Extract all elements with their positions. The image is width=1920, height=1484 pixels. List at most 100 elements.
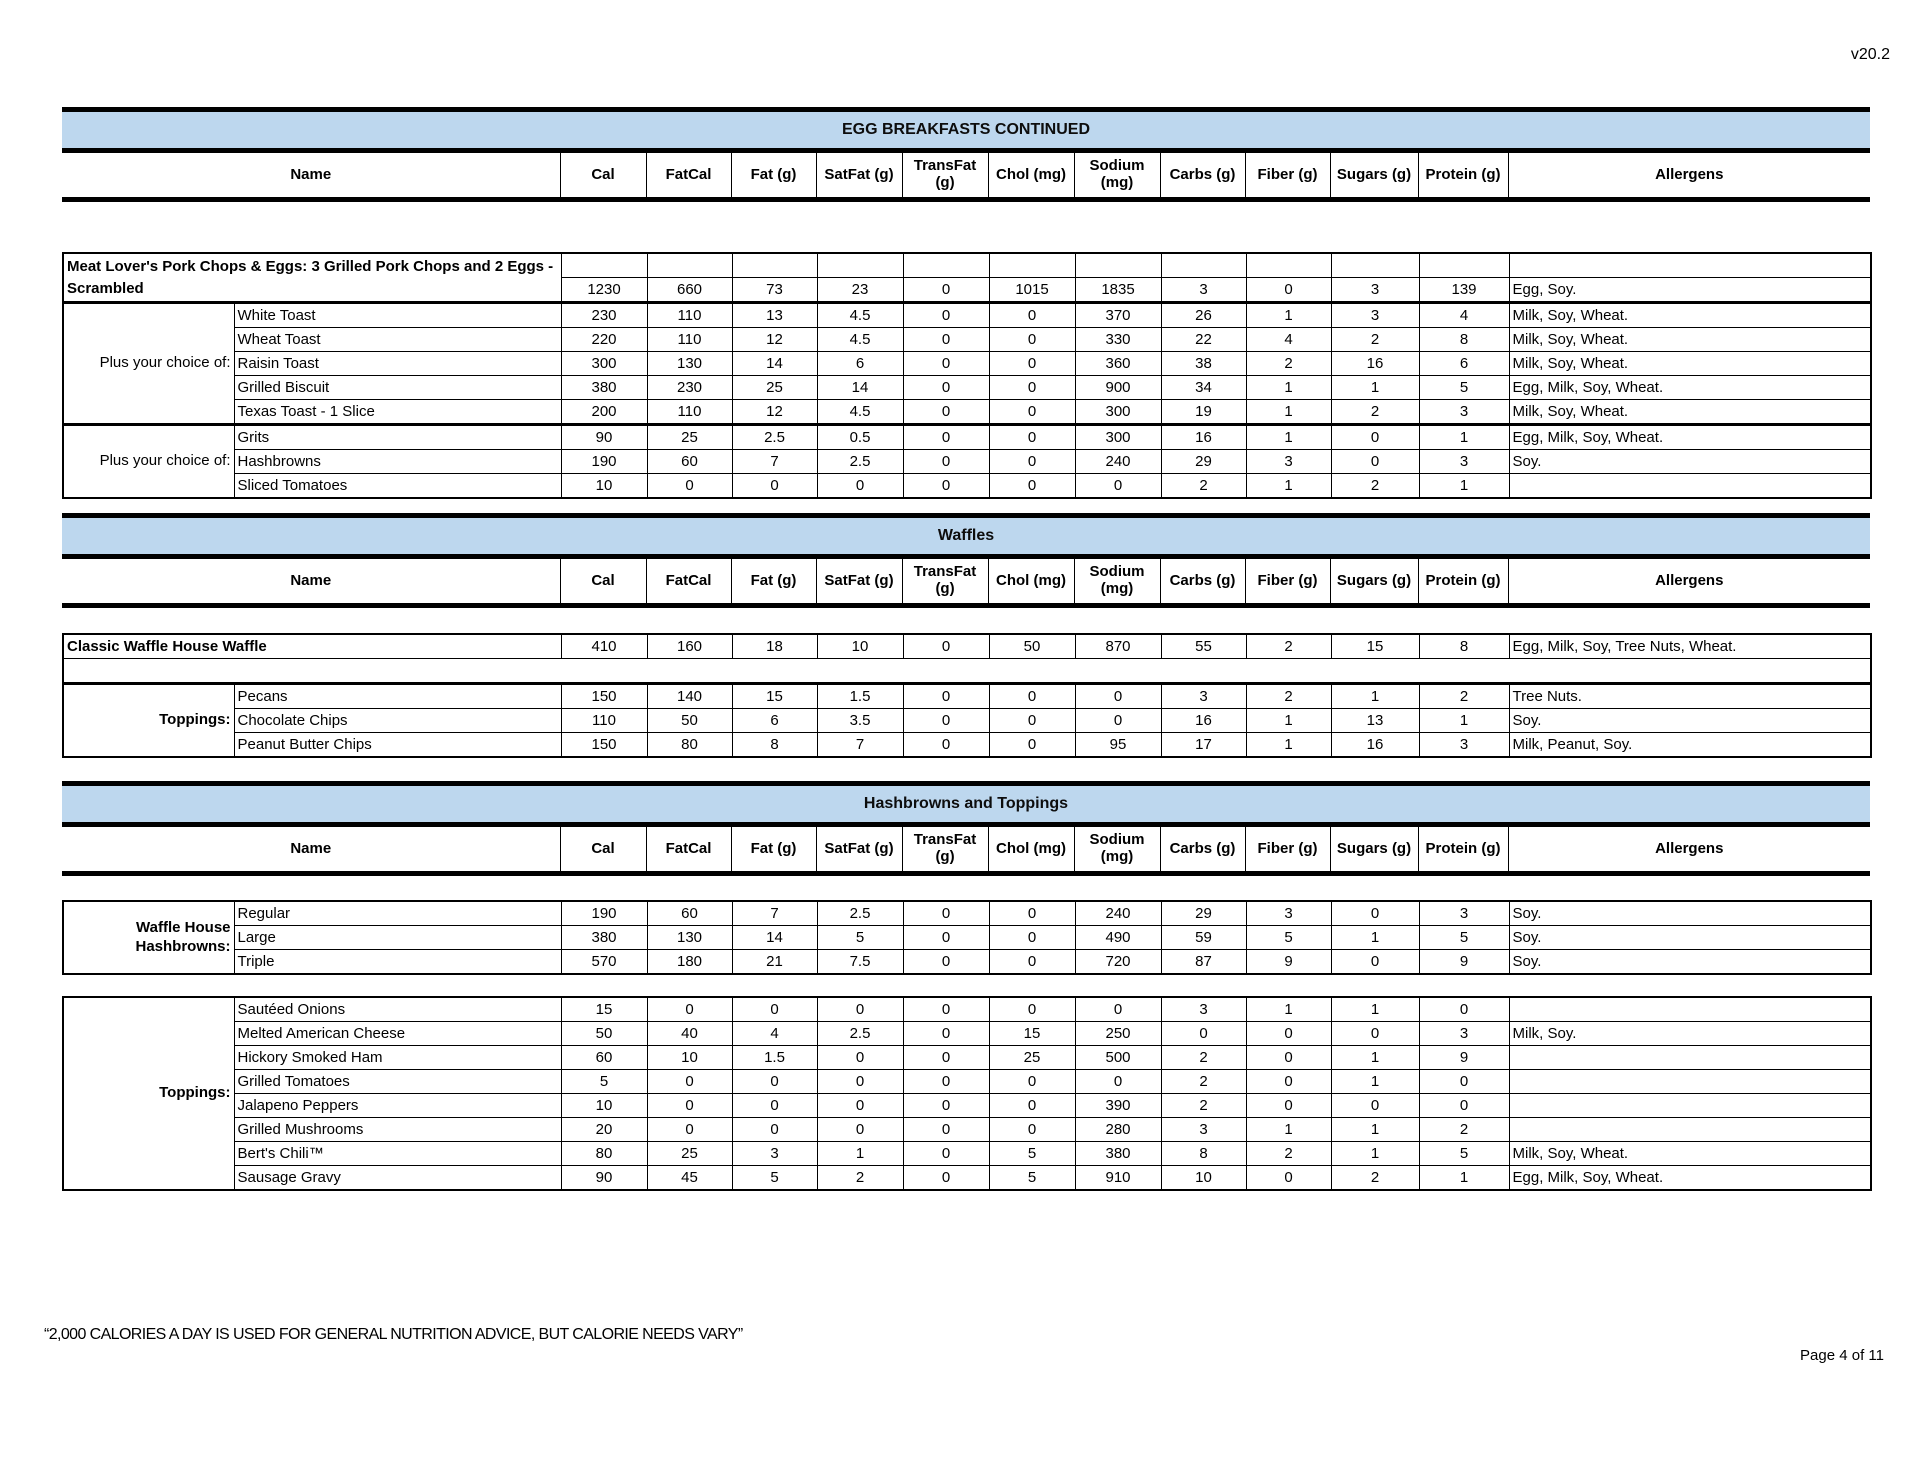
- column-header-protein: Protein (g): [1417, 152, 1509, 200]
- column-header-transfat: TransFat (g): [901, 152, 989, 200]
- nutrient-value-cell-fatcal: 25: [646, 1141, 733, 1166]
- nutrient-value-cell-fiber: 2: [1245, 351, 1332, 376]
- nutrient-value-cell-protein: 0: [1418, 1069, 1510, 1094]
- table-row: Grilled Mushrooms 20 0 0 0 0 0 280 3 1 1 2: [63, 1117, 1872, 1142]
- nutrient-value-cell-chol: 0: [988, 1093, 1076, 1118]
- nutrient-value-cell-fatcal: 110: [646, 301, 733, 328]
- table-row: Classic Waffle House Waffle 410 160 18 10 0 50…: [62, 633, 1872, 659]
- item-name-cell: Sliced Tomatoes: [233, 473, 562, 499]
- allergens-cell: Egg, Milk, Soy, Wheat.: [1508, 423, 1872, 450]
- nutrient-value-cell-satfat: 7.5: [816, 949, 904, 975]
- group-label-cell: Waffle House Hashbrowns:: [62, 900, 235, 975]
- spacer-cell: [62, 658, 1872, 684]
- table-row: Sausage Gravy 90 45 5 2 0 5 910 10 0 2 1 Egg, Milk, …: [63, 1165, 1872, 1191]
- nutrition-table: Waffle House Hashbrowns: Regular 190 60 7 2.5…: [62, 900, 1872, 975]
- table-row: Texas Toast - 1 Slice 200 110 12 4.5 0 0 300 19 1…: [63, 399, 1872, 425]
- nutrient-value-cell-protein: 2: [1418, 1117, 1510, 1142]
- item-name-cell: Classic Waffle House Waffle: [62, 633, 562, 659]
- table-body: Waffle House Hashbrowns: Regular 190 60 7 2.5…: [62, 900, 1872, 975]
- nutrient-value-cell-satfat: 1.5: [816, 682, 904, 709]
- nutrient-value-cell-fatcal: 10: [646, 1045, 733, 1070]
- column-header-fiber: Fiber (g): [1244, 826, 1331, 874]
- section-title-bar: Hashbrowns and Toppings: [62, 781, 1870, 826]
- nutrient-value-cell-satfat: 0: [816, 1117, 904, 1142]
- nutrient-value-cell-carbs: 16: [1160, 423, 1247, 450]
- nutrient-value-cell-chol: 0: [988, 351, 1076, 376]
- nutrient-value-cell-chol: 50: [988, 633, 1076, 659]
- nutrient-value-cell-fatcal: 180: [646, 949, 733, 975]
- nutrient-value-cell-fiber: 2: [1245, 682, 1332, 709]
- nutrient-value-cell-fatcal: 230: [646, 375, 733, 400]
- table-row: Sliced Tomatoes 10 0 0 0 0 0 0 2 1 2 1: [63, 473, 1872, 499]
- nutrient-value-cell-cal: 570: [560, 949, 648, 975]
- nutrient-value-cell-protein: 139: [1418, 277, 1510, 303]
- column-header-chol: Chol (mg): [987, 152, 1075, 200]
- nutrient-value-cell-satfat: 0: [816, 1093, 904, 1118]
- nutrient-value-cell-protein: 3: [1418, 900, 1510, 926]
- nutrient-value-cell-carbs: 2: [1160, 1045, 1247, 1070]
- table-row: Triple 570 180 21 7.5 0 0 720 87 9 0 9 Soy.: [63, 949, 1872, 975]
- nutrient-value-cell-transfat: 0: [902, 301, 990, 328]
- allergens-cell: [1508, 1069, 1872, 1094]
- nutrient-value-cell-chol: 0: [988, 925, 1076, 950]
- nutrition-table: Classic Waffle House Waffle 410 160 18 10 0 50…: [62, 633, 1872, 758]
- nutrient-value-cell-protein: 5: [1418, 375, 1510, 400]
- nutrient-value-cell-carbs: 17: [1160, 732, 1247, 758]
- ghost-cell: [988, 252, 1076, 278]
- nutrient-value-cell-sodium: 330: [1074, 327, 1162, 352]
- nutrient-value-cell-sodium: 380: [1074, 1141, 1162, 1166]
- nutrient-value-cell-protein: 0: [1418, 996, 1510, 1022]
- nutrient-value-cell-sodium: 720: [1074, 949, 1162, 975]
- nutrient-value-cell-cal: 50: [560, 1021, 648, 1046]
- nutrient-value-cell-cal: 380: [560, 375, 648, 400]
- nutrient-value-cell-sugars: 1: [1330, 925, 1420, 950]
- nutrient-value-cell-cal: 90: [560, 1165, 648, 1191]
- nutrient-value-cell-satfat: 4.5: [816, 327, 904, 352]
- nutrient-value-cell-fiber: 0: [1245, 1165, 1332, 1191]
- allergens-cell: Milk, Soy, Wheat.: [1508, 327, 1872, 352]
- nutrient-value-cell-transfat: 0: [902, 375, 990, 400]
- nutrient-value-cell-protein: 5: [1418, 1141, 1510, 1166]
- nutrient-value-cell-carbs: 3: [1160, 1117, 1247, 1142]
- nutrient-value-cell-chol: 0: [988, 375, 1076, 400]
- nutrient-value-cell-sugars: 16: [1330, 351, 1420, 376]
- column-header-cal: Cal: [559, 152, 647, 200]
- nutrient-value-cell-transfat: 0: [902, 1141, 990, 1166]
- nutrient-value-cell-satfat: 2.5: [816, 900, 904, 926]
- nutrient-value-cell-cal: 90: [560, 423, 648, 450]
- nutrient-value-cell-fatcal: 60: [646, 449, 733, 474]
- allergens-cell: Egg, Milk, Soy, Wheat.: [1508, 1165, 1872, 1191]
- table-row: Chocolate Chips 110 50 6 3.5 0 0 0 16 1 13 1 Soy.: [63, 708, 1872, 733]
- nutrient-value-cell-sodium: 910: [1074, 1165, 1162, 1191]
- nutrient-value-cell-carbs: 16: [1160, 708, 1247, 733]
- nutrient-value-cell-carbs: 2: [1160, 1069, 1247, 1094]
- group-label-cell: Plus your choice of:: [62, 301, 235, 425]
- nutrient-value-cell-cal: 200: [560, 399, 648, 425]
- nutrient-value-cell-cal: 410: [560, 633, 648, 659]
- nutrient-value-cell-satfat: 23: [816, 277, 904, 303]
- ghost-cell: [1074, 252, 1162, 278]
- nutrient-value-cell-cal: 150: [560, 682, 648, 709]
- item-name-cell: Pecans: [233, 682, 562, 709]
- nutrient-value-cell-protein: 8: [1418, 327, 1510, 352]
- nutrient-value-cell-fatcal: 660: [646, 277, 733, 303]
- table-row: Hashbrowns 190 60 7 2.5 0 0 240 29 3 0 3 Soy.: [63, 449, 1872, 474]
- section-header-waffles: Waffles Name Cal FatCal Fat (g) SatFat (g) Tra…: [62, 513, 1871, 608]
- nutrient-value-cell-chol: 0: [988, 900, 1076, 926]
- nutrient-value-cell-cal: 190: [560, 449, 648, 474]
- nutrient-value-cell-fiber: 0: [1245, 1021, 1332, 1046]
- nutrient-value-cell-fiber: 0: [1245, 1045, 1332, 1070]
- nutrient-value-cell-sodium: 1835: [1074, 277, 1162, 303]
- nutrient-value-cell-carbs: 26: [1160, 301, 1247, 328]
- nutrient-value-cell-fatcal: 60: [646, 900, 733, 926]
- nutrition-sections: EGG BREAKFASTS CONTINUED Name Cal FatCal Fat…: [62, 0, 1872, 1484]
- nutrient-value-cell-sodium: 370: [1074, 301, 1162, 328]
- allergens-cell: [1508, 473, 1872, 499]
- column-header-cal: Cal: [559, 558, 647, 606]
- column-header-chol: Chol (mg): [987, 558, 1075, 606]
- nutrient-value-cell-satfat: 10: [816, 633, 904, 659]
- nutrient-value-cell-fat: 5: [731, 1165, 818, 1191]
- column-header-sodium: Sodium (mg): [1073, 826, 1161, 874]
- nutrient-value-cell-carbs: 29: [1160, 900, 1247, 926]
- nutrient-value-cell-protein: 1: [1418, 473, 1510, 499]
